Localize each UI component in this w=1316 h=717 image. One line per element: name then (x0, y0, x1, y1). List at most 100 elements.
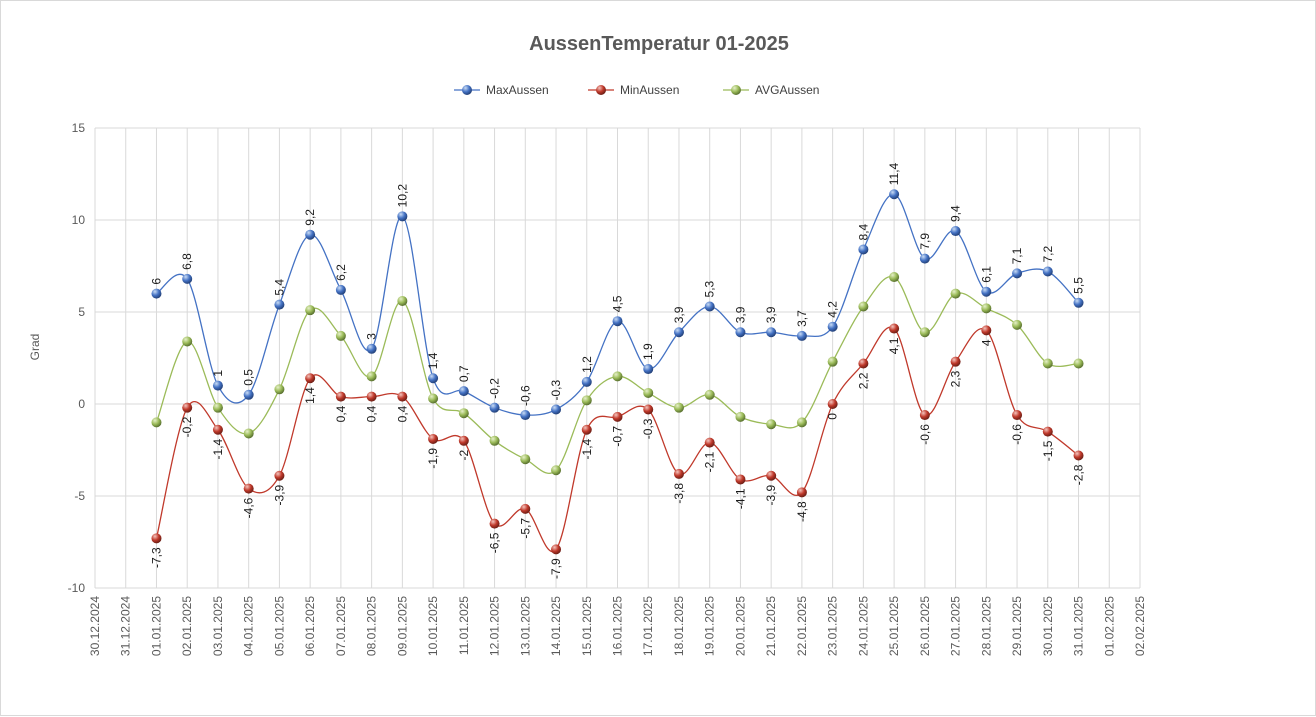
data-point-MinAussen (489, 518, 500, 529)
data-label-MaxAussen: 9,2 (303, 209, 317, 226)
chart-title: AussenTemperatur 01-2025 (529, 33, 789, 55)
data-point-MinAussen (520, 503, 531, 514)
data-point-MinAussen (889, 323, 900, 334)
x-tick-label: 29.01.2025 (1010, 596, 1024, 656)
data-point-MinAussen (274, 470, 285, 481)
y-tick-label: 5 (78, 305, 85, 319)
data-label-MinAussen: 0,4 (395, 405, 409, 422)
data-label-MaxAussen: 4,2 (826, 301, 840, 318)
legend-item-AVGAussen: AVGAussen (723, 83, 819, 97)
data-label-MinAussen: -2,8 (1072, 464, 1086, 485)
data-label-MaxAussen: 7,9 (918, 233, 932, 250)
data-label-MaxAussen: 4,5 (611, 295, 625, 312)
data-label-MinAussen: -3,9 (272, 484, 286, 505)
data-point-MaxAussen (981, 286, 992, 297)
data-label-MinAussen: -4,1 (733, 488, 747, 509)
data-point-MaxAussen (366, 343, 377, 354)
grid-lines (94, 127, 1141, 589)
data-label-MaxAussen: -0,6 (518, 385, 532, 406)
data-point-MaxAussen (612, 316, 623, 327)
data-point-AVGAussen (520, 454, 531, 465)
data-label-MaxAussen: 3 (365, 333, 379, 340)
data-label-MaxAussen: 5,5 (1072, 277, 1086, 294)
x-tick-label: 02.01.2025 (180, 596, 194, 656)
data-point-MaxAussen (335, 284, 346, 295)
data-label-MaxAussen: -0,2 (488, 378, 502, 399)
data-label-MaxAussen: 3,9 (672, 306, 686, 323)
data-label-MaxAussen: 6,1 (979, 266, 993, 283)
data-point-MinAussen (704, 437, 715, 448)
legend-marker (731, 85, 741, 95)
data-label-MaxAussen: 1,2 (580, 356, 594, 373)
data-point-MinAussen (950, 356, 961, 367)
data-point-MaxAussen (673, 327, 684, 338)
data-point-MinAussen (212, 424, 223, 435)
x-tick-label: 24.01.2025 (856, 596, 870, 656)
x-tick-label: 22.01.2025 (795, 596, 809, 656)
data-point-AVGAussen (1042, 358, 1053, 369)
data-point-MaxAussen (1042, 266, 1053, 277)
data-label-MinAussen: -0,6 (918, 424, 932, 445)
x-tick-label: 30.01.2025 (1041, 596, 1055, 656)
data-label-MinAussen: -0,3 (641, 418, 655, 439)
data-label-MinAussen: 2,3 (949, 370, 963, 387)
data-label-MaxAussen: 6,8 (180, 253, 194, 270)
data-point-AVGAussen (981, 303, 992, 314)
data-point-MinAussen (305, 373, 316, 384)
y-axis-label: Grad (28, 334, 42, 361)
data-point-AVGAussen (858, 301, 869, 312)
x-tick-label: 15.01.2025 (580, 596, 594, 656)
data-point-AVGAussen (673, 402, 684, 413)
data-point-AVGAussen (274, 384, 285, 395)
y-tick-label: 10 (72, 213, 86, 227)
x-tick-label: 09.01.2025 (395, 596, 409, 656)
data-label-MaxAussen: 7,1 (1010, 247, 1024, 264)
x-tick-label: 03.01.2025 (211, 596, 225, 656)
data-point-AVGAussen (889, 272, 900, 283)
x-tick-label: 04.01.2025 (242, 596, 256, 656)
data-label-MinAussen: -1,9 (426, 448, 440, 469)
legend-marker (462, 85, 472, 95)
x-tick-label: 20.01.2025 (733, 596, 747, 656)
data-label-MinAussen: -5,7 (518, 518, 532, 539)
data-point-MinAussen (182, 402, 193, 413)
data-point-AVGAussen (950, 288, 961, 299)
data-point-AVGAussen (1012, 319, 1023, 330)
data-label-MinAussen: -0,2 (180, 416, 194, 437)
data-point-MinAussen (551, 544, 562, 555)
data-point-AVGAussen (335, 330, 346, 341)
data-label-MinAussen: -1,4 (580, 438, 594, 459)
data-point-MaxAussen (212, 380, 223, 391)
series-AVGAussen (151, 272, 1084, 476)
legend-label: MaxAussen (486, 83, 549, 97)
data-point-MinAussen (428, 433, 439, 444)
x-tick-label: 06.01.2025 (303, 596, 317, 656)
data-point-MaxAussen (551, 404, 562, 415)
data-point-MinAussen (919, 410, 930, 421)
data-point-MaxAussen (735, 327, 746, 338)
data-point-MaxAussen (182, 273, 193, 284)
data-label-MaxAussen: 5,3 (703, 280, 717, 297)
data-point-MinAussen (366, 391, 377, 402)
data-label-MaxAussen: 9,4 (949, 205, 963, 222)
series-MinAussen: -7,3 -0,2 -1,4 -4,6 -3,9 1,4 0,4 0,4 0,4 -1,9 -2 -6… (149, 323, 1086, 579)
legend-marker (596, 85, 606, 95)
data-point-AVGAussen (243, 428, 254, 439)
data-point-MinAussen (151, 533, 162, 544)
data-label-MaxAussen: 1,4 (426, 352, 440, 369)
y-tick-label: 0 (78, 397, 85, 411)
data-point-AVGAussen (766, 419, 777, 430)
series-line-AVGAussen (155, 275, 1079, 474)
data-point-MaxAussen (458, 386, 469, 397)
y-tick-label: -10 (68, 581, 86, 595)
data-label-MinAussen: -6,5 (488, 532, 502, 553)
x-tick-label: 18.01.2025 (672, 596, 686, 656)
data-point-MaxAussen (305, 229, 316, 240)
data-point-MaxAussen (1012, 268, 1023, 279)
data-label-MaxAussen: 10,2 (395, 184, 409, 208)
data-point-MaxAussen (950, 226, 961, 237)
data-point-AVGAussen (581, 395, 592, 406)
data-point-MaxAussen (643, 364, 654, 375)
